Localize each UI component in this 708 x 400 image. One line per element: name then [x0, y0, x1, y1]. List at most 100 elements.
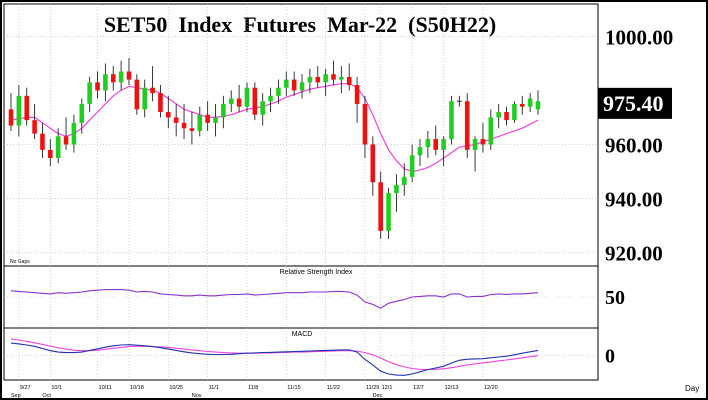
- candle-body: [354, 85, 360, 104]
- candle-body: [370, 144, 376, 183]
- date-tick-label: 10/11: [99, 385, 112, 391]
- candle-body: [48, 149, 53, 158]
- axis-layer: 920.00 940.00 960.00 1000.00 9/27 10/1 10/11 10…: [11, 25, 673, 399]
- candle-body: [24, 95, 30, 121]
- candle-body: [134, 79, 140, 110]
- candle-body: [63, 136, 69, 145]
- candle-body: [150, 87, 155, 94]
- candle-body: [40, 133, 45, 150]
- price-tick-label: 920.00: [605, 241, 663, 265]
- rsi-title: Relative Strength Index: [280, 269, 353, 276]
- macd-tick-label: 0: [605, 345, 615, 367]
- date-tick-label: 12/13: [445, 385, 459, 391]
- candle-body: [480, 139, 486, 145]
- grid-layer: [4, 4, 598, 380]
- rsi-tick-label: 50: [605, 287, 625, 309]
- candle-body: [401, 176, 407, 185]
- candle-body: [472, 139, 478, 150]
- date-tick-label: 12/20: [484, 385, 498, 391]
- candle-body: [394, 184, 399, 194]
- candle-body: [417, 147, 423, 156]
- candle-body: [283, 79, 289, 88]
- price-tick-label: 940.00: [605, 187, 663, 211]
- date-tick-label: 12/1: [382, 385, 393, 391]
- candle-body: [228, 98, 234, 104]
- candle-body: [464, 101, 470, 150]
- candle-body: [166, 112, 171, 118]
- candle-body: [299, 82, 305, 91]
- candle-body: [378, 182, 383, 231]
- candle-body: [158, 93, 163, 113]
- date-tick-label: 11/15: [287, 385, 300, 391]
- price-tick-label: 960.00: [605, 133, 663, 157]
- candle-body: [71, 122, 77, 145]
- chart-title: SET50 Index Futures Mar-22 (S50H22): [104, 12, 496, 37]
- last-price-label: 975.40: [603, 91, 664, 116]
- candle-body: [362, 103, 368, 145]
- price-tick-label: 1000.00: [605, 25, 673, 49]
- month-label: Oct: [42, 393, 51, 399]
- candle-body: [535, 101, 541, 110]
- candle-body: [339, 76, 344, 80]
- moving-average-line: [10, 83, 539, 173]
- candle-body: [527, 98, 533, 107]
- candle-body: [449, 101, 454, 140]
- candle-body: [244, 87, 250, 107]
- date-tick-label: 11/22: [327, 385, 340, 391]
- candle-body: [346, 76, 352, 86]
- candle-body: [95, 82, 100, 91]
- candle-body: [142, 87, 148, 110]
- month-label: Nov: [192, 393, 202, 399]
- candle-body: [276, 87, 281, 96]
- last-price-box: [598, 87, 672, 119]
- candle-body: [307, 76, 313, 83]
- macd-line: [10, 342, 539, 376]
- candle-body: [519, 103, 525, 107]
- candle-body: [87, 82, 92, 104]
- candle-body: [173, 117, 179, 123]
- candle-body: [103, 74, 108, 91]
- macd-panel: [3, 327, 599, 381]
- candle-body: [496, 112, 501, 118]
- moving-average-layer: [10, 83, 539, 173]
- candle-body: [323, 74, 328, 83]
- candle-body: [8, 109, 14, 126]
- macd-title: MACD: [292, 331, 313, 338]
- candle-body: [504, 112, 509, 121]
- date-tick-label: 11/29: [366, 385, 379, 391]
- candle-body: [260, 101, 266, 115]
- candle-body: [126, 71, 132, 80]
- date-tick-label: 11/1: [209, 385, 219, 391]
- date-tick-label: 10/1: [51, 385, 62, 391]
- candle-body: [55, 136, 61, 158]
- date-tick-label: 12/7: [413, 385, 424, 391]
- candle-body: [441, 139, 446, 150]
- candle-body: [315, 76, 321, 83]
- indicator-layer: [10, 289, 539, 376]
- candle-body: [221, 103, 226, 118]
- month-label: Sep: [11, 393, 21, 399]
- rsi-line: [10, 289, 539, 309]
- candle-body: [205, 114, 210, 123]
- month-label: Dec: [373, 393, 383, 399]
- candle-body: [189, 128, 195, 131]
- candle-body: [32, 120, 37, 134]
- candle-body: [79, 103, 85, 123]
- date-tick-label: 10/25: [169, 385, 183, 391]
- candle-body: [512, 103, 517, 121]
- candle-body: [425, 139, 431, 148]
- candle-body: [331, 74, 336, 80]
- date-tick-label: 10/18: [130, 385, 144, 391]
- candle-body: [488, 117, 494, 145]
- candle-body: [236, 98, 242, 107]
- no-gaps-note: No Gaps: [10, 259, 30, 265]
- candle-body: [252, 87, 258, 115]
- candle-body: [409, 155, 415, 177]
- candle-body: [197, 114, 203, 131]
- x-axis-label: Day: [685, 384, 699, 393]
- candle-body: [433, 139, 439, 150]
- candle-body: [268, 95, 273, 102]
- candle-body: [181, 122, 187, 129]
- candle-body: [110, 74, 116, 83]
